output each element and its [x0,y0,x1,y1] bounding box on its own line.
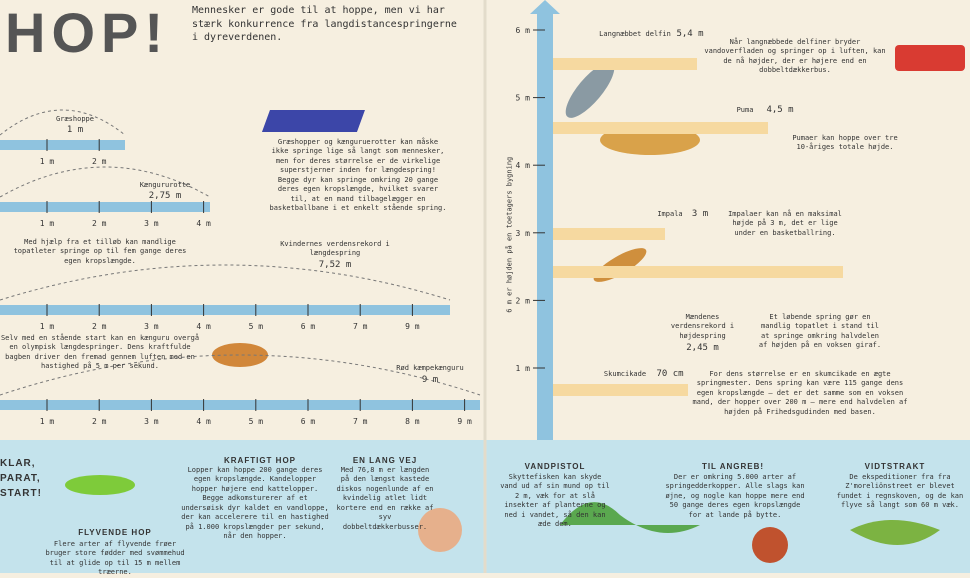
tick-label: 9 m [457,417,472,426]
animal: Mændenes verdensrekord i højdespring [670,313,735,340]
tick-label: 3 m [144,417,159,426]
heading: VANDPISTOL [524,462,586,471]
frog [65,475,135,495]
spider [752,527,788,563]
text: Med 76,8 m er længden på den længst kast… [336,466,434,531]
animal: Impala [657,210,683,218]
height-bar [553,384,688,396]
jump-arc [0,109,126,136]
tick-label: 4 m [196,417,211,426]
heading: KLAR, PARAT, START! [0,458,42,499]
animal: Langnæbbet delfin [599,30,671,38]
distance-bar [0,305,450,315]
text: Der er omkring 5.000 arter af springedde… [665,473,805,519]
animal: Skumcikade [603,370,647,378]
tick-label: 9 m [405,322,420,331]
height-bar [553,228,665,240]
tick-label: 2 m [92,322,107,331]
note: For dens størrelse er en skumcikade en æ… [692,370,908,416]
tick-label: 5 m [516,94,531,103]
tick-label: 2 m [92,157,107,166]
height: 2,45 m [686,343,719,353]
heading: EN LANG VEJ [352,456,418,465]
distance: 7,52 m [318,260,352,270]
tick-label: 6 m [301,322,316,331]
animal: Kængururotte [139,181,191,189]
note: Græshopper og kænguruerotter kan måske i… [269,138,447,213]
animal: Rød kæmpekænguru [396,364,464,372]
dolphin [565,62,615,118]
tick-label: 3 m [516,229,531,238]
tick-label: 7 m [353,417,368,426]
tick-label: 1 m [40,157,55,166]
tick-label: 5 m [249,417,264,426]
intro: Mennesker er gode til at hoppe, men vi h… [192,5,457,43]
text: Lopper kan hoppe 200 gange deres egen kr… [181,466,329,541]
tick-label: 7 m [353,322,368,331]
leaf [560,502,700,533]
height: 3 m [691,209,709,219]
distance-bar [0,140,125,150]
jump-arc [0,354,481,396]
tick-label: 2 m [92,219,107,228]
axis-label: 6 m er højden på en toetagers bygning [505,156,514,313]
text: Skyttefisken kan skyde vand ud af sin mu… [500,473,610,529]
height: 70 cm [656,369,684,379]
note: Impalaer kan nå en maksimal højde på 3 m… [728,210,842,237]
tick-label: 4 m [516,161,531,170]
text: De ekspeditioner fra fra Z'moreliönstree… [836,473,964,510]
tick-label: 3 m [144,219,159,228]
tick-label: 1 m [40,219,55,228]
jump-arc [0,264,451,301]
court [261,110,365,132]
kangaroo [212,343,268,367]
height-bar [553,122,768,134]
distance: 1 m [66,125,84,135]
tick-label: 3 m [144,322,159,331]
tick-label: 1 m [40,417,55,426]
tick-label: 2 m [92,417,107,426]
tick-label: 4 m [196,219,211,228]
note: Når langnæbbede delfiner bryder vandover… [704,38,886,75]
height: 4,5 m [766,105,794,115]
note: Et løbende spring gør en mandlig topatle… [758,313,882,350]
height-bar [553,58,697,70]
tick-label: 1 m [40,322,55,331]
height: 5,4 m [676,29,704,39]
height-axis [537,12,553,440]
tick-label: 6 m [301,417,316,426]
heading: FLYVENDE HOP [78,528,152,537]
leaf [850,520,940,545]
heading: VIDTSTRAKT [864,462,926,471]
title: HOP! [5,1,169,64]
note: Selv med en stående start kan en kænguru… [0,334,200,371]
note: Pumaer kan hoppe over tre 10-åriges tota… [792,134,898,152]
tick-label: 1 m [516,364,531,373]
tick-label: 2 m [516,296,531,305]
tick-label: 5 m [249,322,264,331]
distance-bar [0,400,480,410]
animal: Græshoppe [56,115,94,123]
distance: 2,75 m [148,191,182,201]
tick-label: 4 m [196,322,211,331]
distance: 9 m [421,375,439,385]
bus [895,45,965,71]
distance-bar [0,202,210,212]
tick-label: 6 m [516,26,531,35]
text: Flere arter af flyvende frøer bruger sto… [45,540,185,577]
athlete [418,508,462,552]
animal: Kvindernes verdensrekord i længdespring [280,240,390,258]
jump-arc [0,166,211,198]
note: Med hjælp fra et tilløb kan mandlige top… [13,238,187,265]
impala [593,248,647,282]
heading: TIL ANGREB! [701,462,765,471]
tick-label: 8 m [405,417,420,426]
height-bar [553,266,843,278]
animal: Puma [736,106,754,114]
axis-arrow [530,0,560,14]
heading: KRAFTIGT HOP [224,456,296,465]
